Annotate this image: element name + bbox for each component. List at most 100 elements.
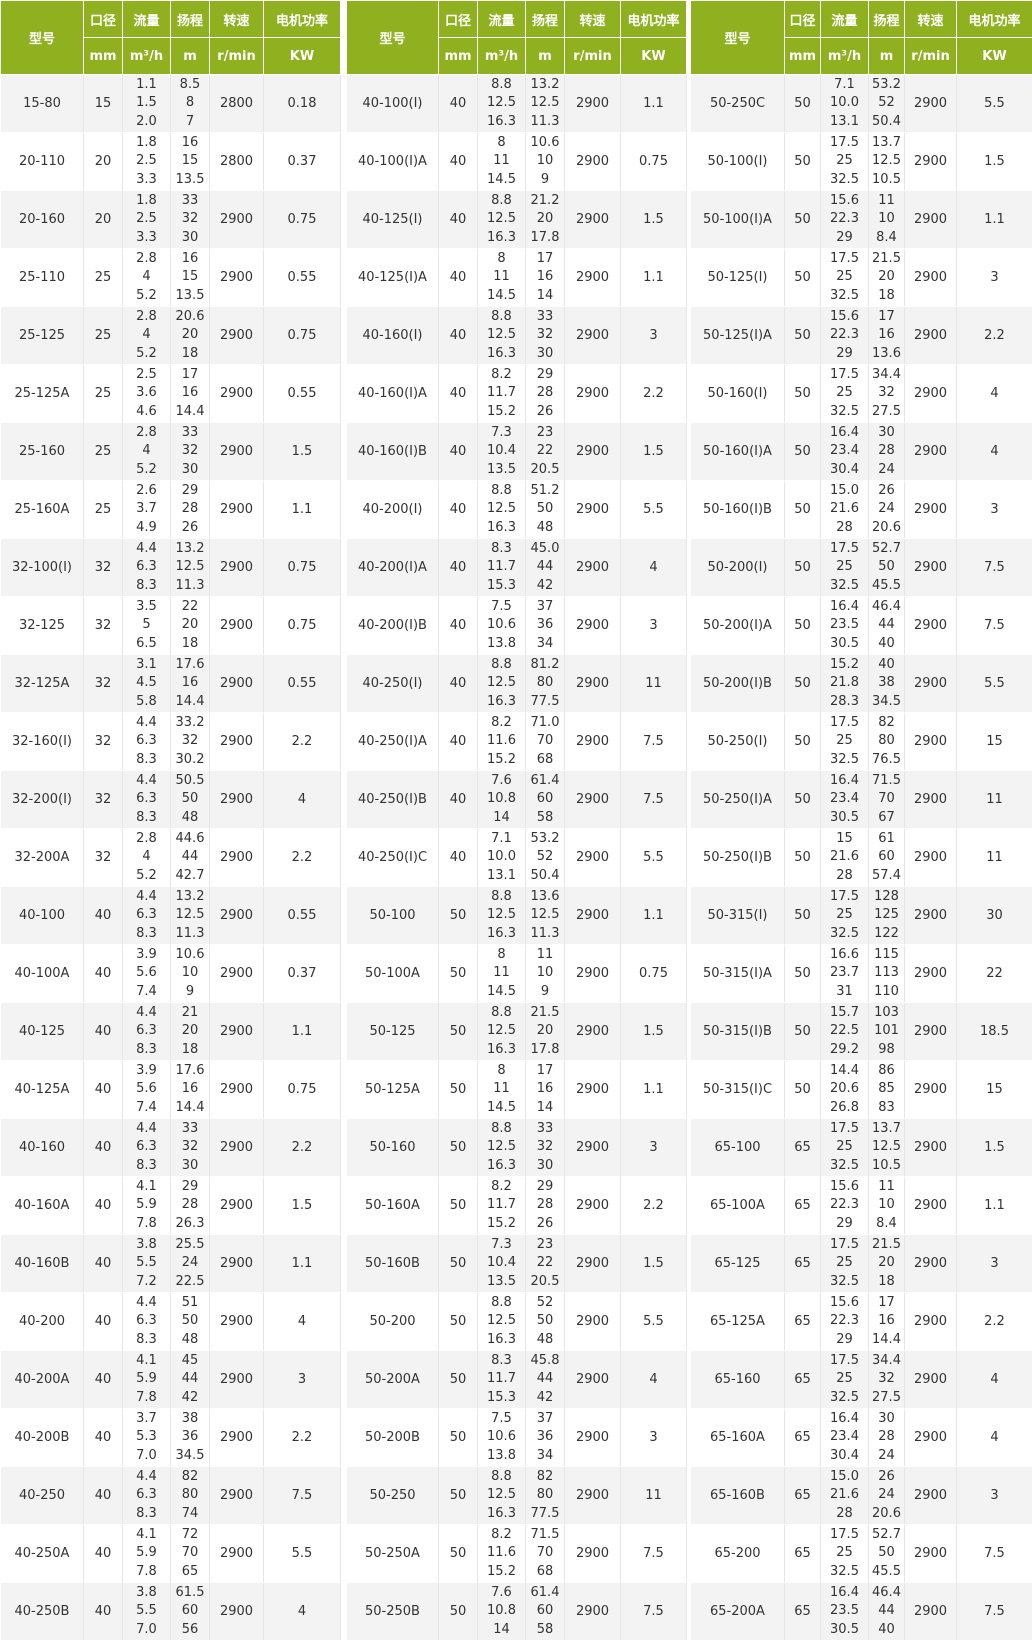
head-value: 71.5 xyxy=(872,772,901,788)
cell-diameter: 65 xyxy=(784,1408,821,1467)
cell-model: 65-160A xyxy=(690,1408,785,1467)
cell-flow: 17.5 25 32.5 xyxy=(820,1234,869,1293)
cell-flow: 8.2 11.6 15.2 xyxy=(477,712,526,771)
cell-speed: 2900 xyxy=(564,1118,621,1177)
flow-value: 8.8 xyxy=(491,1120,512,1136)
cell-model: 50-315(I)C xyxy=(690,1060,785,1119)
table-row: 65-100A 65 15.6 22.3 29 11 10 8.4 2900 1.1 xyxy=(690,1176,1032,1235)
cell-speed: 2900 xyxy=(564,1002,621,1061)
flow-value: 8 xyxy=(497,250,506,266)
cell-diameter: 40 xyxy=(438,828,478,887)
flow-value: 15.6 xyxy=(830,1294,859,1310)
cell-speed: 2900 xyxy=(209,364,264,423)
head-value: 38 xyxy=(181,1410,199,1426)
head-value: 70 xyxy=(536,733,554,749)
cell-model: 25-110 xyxy=(0,248,84,307)
head-value: 68 xyxy=(536,1563,554,1579)
header-diameter: 口径 xyxy=(784,0,821,38)
flow-value: 5 xyxy=(142,617,151,633)
cell-speed: 2900 xyxy=(209,654,264,713)
cell-head: 8.5 8 7 xyxy=(170,74,210,133)
flow-value: 23.5 xyxy=(830,1603,859,1619)
cell-diameter: 50 xyxy=(784,712,821,771)
cell-head: 52.7 50 45.5 xyxy=(868,538,905,597)
table-row: 50-125A 50 8 11 14.5 17 16 14 2900 1.1 xyxy=(346,1060,687,1119)
table-row: 50-160(I)B 50 15.0 21.6 28 26 24 20.6 2900 3 xyxy=(690,480,1032,539)
cell-flow: 8.3 11.7 15.3 xyxy=(477,538,526,597)
head-value: 21.5 xyxy=(872,250,901,266)
cell-diameter: 50 xyxy=(784,770,821,829)
head-value: 20 xyxy=(878,269,895,285)
cell-flow: 7.1 10.0 13.1 xyxy=(477,828,526,887)
cell-model: 50-200(I) xyxy=(690,538,785,597)
cell-speed: 2900 xyxy=(564,1582,621,1641)
cell-flow: 14.4 20.6 26.8 xyxy=(820,1060,869,1119)
cell-speed: 2900 xyxy=(904,1466,957,1525)
head-value: 26 xyxy=(878,1468,895,1484)
flow-value: 6.3 xyxy=(136,907,157,923)
cell-model: 50-250C xyxy=(690,74,785,133)
cell-diameter: 40 xyxy=(83,1292,123,1351)
cell-model: 40-160(I)B xyxy=(346,422,439,481)
cell-diameter: 40 xyxy=(438,422,478,481)
cell-flow: 8 11 14.5 xyxy=(477,132,526,191)
cell-speed: 2900 xyxy=(209,1118,264,1177)
flow-value: 21.6 xyxy=(830,501,859,517)
cell-flow: 17.5 25 32.5 xyxy=(820,364,869,423)
head-value: 32 xyxy=(536,1139,554,1155)
flow-value: 16.3 xyxy=(487,229,516,245)
head-value: 44 xyxy=(878,1603,895,1619)
head-value: 17.8 xyxy=(530,229,560,245)
header-speed-unit: r/min xyxy=(564,37,621,75)
cell-model: 40-250A xyxy=(0,1524,84,1583)
header-speed-unit: r/min xyxy=(209,37,264,75)
cell-diameter: 50 xyxy=(784,422,821,481)
cell-power: 1.1 xyxy=(620,886,687,945)
head-value: 12.5 xyxy=(530,907,560,923)
cell-speed: 2900 xyxy=(209,770,264,829)
head-value: 37 xyxy=(536,598,554,614)
head-value: 18 xyxy=(181,345,199,361)
cell-speed: 2900 xyxy=(564,1350,621,1409)
header-diameter-unit: mm xyxy=(784,37,821,75)
flow-value: 17.5 xyxy=(830,134,859,150)
cell-power: 1.5 xyxy=(620,1002,687,1061)
head-value: 70 xyxy=(181,1545,199,1561)
flow-value: 11.7 xyxy=(487,559,516,575)
head-value: 44 xyxy=(878,617,895,633)
cell-diameter: 40 xyxy=(438,306,478,365)
cell-flow: 3.7 5.3 7.0 xyxy=(122,1408,171,1467)
cell-flow: 4.4 6.3 8.3 xyxy=(122,886,171,945)
head-value: 22 xyxy=(536,443,554,459)
cell-diameter: 40 xyxy=(438,654,478,713)
head-value: 58 xyxy=(536,809,554,825)
cell-model: 40-200 xyxy=(0,1292,84,1351)
head-value: 60 xyxy=(536,791,554,807)
cell-model: 32-125A xyxy=(0,654,84,713)
cell-diameter: 65 xyxy=(784,1350,821,1409)
head-value: 20 xyxy=(181,327,199,343)
cell-speed: 2900 xyxy=(904,596,957,655)
head-value: 16 xyxy=(181,250,199,266)
head-value: 16 xyxy=(181,675,199,691)
table-row: 40-100(I)A 40 8 11 14.5 10.6 10 9 2900 0.75 xyxy=(346,132,687,191)
cell-head: 51.2 50 48 xyxy=(525,480,565,539)
table-row: 40-100A 40 3.9 5.6 7.4 10.6 10 9 2900 0.37 xyxy=(0,944,341,1003)
flow-value: 30.4 xyxy=(830,461,859,477)
head-value: 16 xyxy=(536,269,554,285)
cell-speed: 2900 xyxy=(904,1234,957,1293)
flow-value: 8.8 xyxy=(491,1294,512,1310)
cell-diameter: 65 xyxy=(784,1466,821,1525)
flow-value: 10.6 xyxy=(487,617,516,633)
cell-head: 37 36 34 xyxy=(525,596,565,655)
flow-value: 11 xyxy=(493,269,510,285)
cell-diameter: 40 xyxy=(83,1176,123,1235)
cell-speed: 2900 xyxy=(209,1466,264,1525)
head-value: 48 xyxy=(181,809,199,825)
flow-value: 3.7 xyxy=(136,1410,157,1426)
header-speed: 转速 xyxy=(564,0,621,38)
table-row: 32-125 32 3.5 5 6.5 22 20 18 2900 0.75 xyxy=(0,596,341,655)
flow-value: 28.3 xyxy=(830,693,859,709)
head-value: 36 xyxy=(536,1429,554,1445)
head-value: 20.6 xyxy=(872,1505,901,1521)
